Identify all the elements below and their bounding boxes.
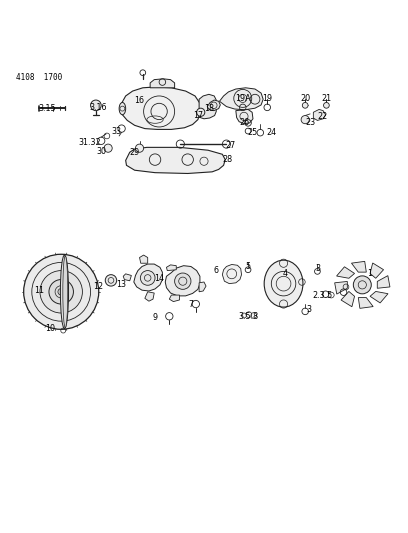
Text: 10: 10 [45, 324, 55, 333]
Polygon shape [199, 94, 216, 119]
Circle shape [353, 276, 371, 294]
Circle shape [197, 108, 205, 116]
Text: 13: 13 [117, 280, 126, 289]
Text: 29: 29 [129, 148, 140, 157]
Circle shape [49, 279, 73, 304]
Text: 3.16: 3.16 [89, 103, 106, 112]
Polygon shape [220, 88, 263, 110]
Ellipse shape [119, 102, 126, 115]
Text: 4: 4 [282, 269, 287, 278]
Circle shape [324, 102, 329, 108]
Circle shape [135, 144, 144, 152]
Text: 6: 6 [214, 266, 219, 275]
Text: 24: 24 [266, 128, 276, 137]
Text: 2.3.5: 2.3.5 [312, 292, 333, 301]
Polygon shape [169, 295, 180, 302]
Polygon shape [370, 263, 384, 278]
Text: 11: 11 [34, 286, 44, 295]
Polygon shape [370, 292, 388, 303]
Polygon shape [313, 109, 326, 120]
Text: 12: 12 [93, 281, 103, 290]
Text: 27: 27 [225, 141, 236, 150]
Text: 20: 20 [300, 94, 310, 103]
Polygon shape [122, 87, 200, 130]
Circle shape [40, 271, 82, 313]
Polygon shape [126, 147, 225, 173]
Text: 28: 28 [223, 155, 233, 164]
Polygon shape [145, 292, 154, 301]
Text: 14: 14 [154, 274, 164, 283]
Polygon shape [165, 265, 200, 296]
Text: 4108  1700: 4108 1700 [16, 73, 62, 82]
Text: 5: 5 [246, 262, 251, 271]
Ellipse shape [264, 260, 303, 307]
Circle shape [105, 274, 117, 286]
Text: 17: 17 [194, 111, 204, 120]
Ellipse shape [60, 255, 69, 328]
Ellipse shape [63, 256, 68, 328]
Circle shape [140, 271, 155, 285]
Circle shape [302, 102, 308, 108]
Text: 7: 7 [188, 300, 193, 309]
Polygon shape [166, 265, 176, 271]
Polygon shape [351, 261, 366, 272]
Text: 9: 9 [153, 313, 157, 322]
Polygon shape [222, 264, 242, 284]
Circle shape [104, 144, 112, 152]
Circle shape [24, 254, 99, 329]
Polygon shape [335, 281, 347, 294]
Polygon shape [123, 274, 131, 281]
Text: 3.15: 3.15 [38, 104, 56, 112]
Text: 16: 16 [134, 95, 144, 104]
Polygon shape [341, 292, 355, 306]
Polygon shape [199, 282, 206, 292]
Circle shape [301, 116, 309, 124]
Polygon shape [207, 100, 220, 111]
Text: 18: 18 [204, 104, 214, 112]
Text: 31.32: 31.32 [78, 138, 101, 147]
Text: 19A: 19A [235, 94, 251, 103]
Text: 22: 22 [317, 112, 328, 121]
Polygon shape [150, 79, 175, 88]
Text: 3: 3 [315, 264, 320, 273]
Text: 19: 19 [263, 94, 273, 103]
Polygon shape [236, 109, 253, 124]
Text: 26: 26 [240, 118, 250, 127]
Polygon shape [140, 255, 148, 263]
Text: 30: 30 [96, 147, 106, 156]
Polygon shape [337, 267, 355, 278]
Circle shape [58, 288, 64, 295]
Text: 3: 3 [307, 305, 312, 314]
Polygon shape [358, 297, 373, 309]
Text: 21: 21 [322, 94, 331, 103]
Polygon shape [134, 264, 162, 291]
Circle shape [91, 100, 101, 111]
Text: 25: 25 [247, 128, 257, 137]
Text: 33: 33 [111, 127, 121, 136]
Text: 23: 23 [305, 118, 315, 127]
Text: 3.5.8: 3.5.8 [238, 312, 258, 321]
Polygon shape [377, 276, 390, 288]
Text: 1: 1 [367, 269, 372, 278]
Circle shape [175, 273, 191, 289]
